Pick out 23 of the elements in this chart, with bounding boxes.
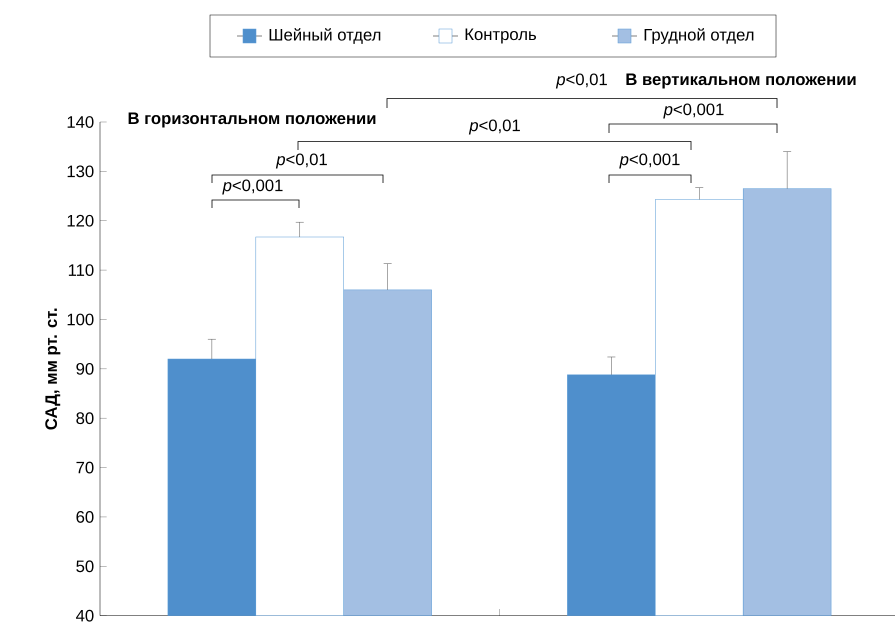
y-tick-label: 80 bbox=[76, 412, 94, 424]
annotation: В горизонтальном положении bbox=[128, 112, 376, 128]
y-tick-label: 90 bbox=[76, 362, 94, 375]
y-tick-label: 40 bbox=[76, 610, 94, 622]
legend-label: Грудной отдел bbox=[644, 28, 754, 44]
y-tick-label: 100 bbox=[68, 314, 94, 326]
y-tick-label: 50 bbox=[76, 560, 94, 572]
annotation: p<0,01 bbox=[276, 153, 327, 169]
y-axis-title: САД, мм рт. ст. bbox=[45, 308, 60, 430]
annotation: p<0,01 bbox=[468, 119, 520, 135]
y-tick-label: 110 bbox=[68, 264, 94, 276]
text: В вертикальном положении bbox=[626, 74, 856, 88]
y-tick-label: 60 bbox=[76, 511, 94, 523]
annotation: p<0,001 bbox=[619, 153, 680, 169]
text: p<0,001 bbox=[663, 103, 724, 119]
y-tick-label: 70 bbox=[76, 462, 94, 474]
legend-label: Шейный отдел bbox=[270, 28, 380, 44]
legend-label: Контроль bbox=[466, 28, 536, 44]
y-tick-label: 130 bbox=[68, 165, 94, 178]
text: p<0,01 bbox=[556, 73, 607, 89]
y-tick-label: 120 bbox=[68, 214, 94, 227]
y-tick-label: 140 bbox=[68, 116, 94, 128]
annotation: p<0,001 bbox=[222, 179, 283, 195]
